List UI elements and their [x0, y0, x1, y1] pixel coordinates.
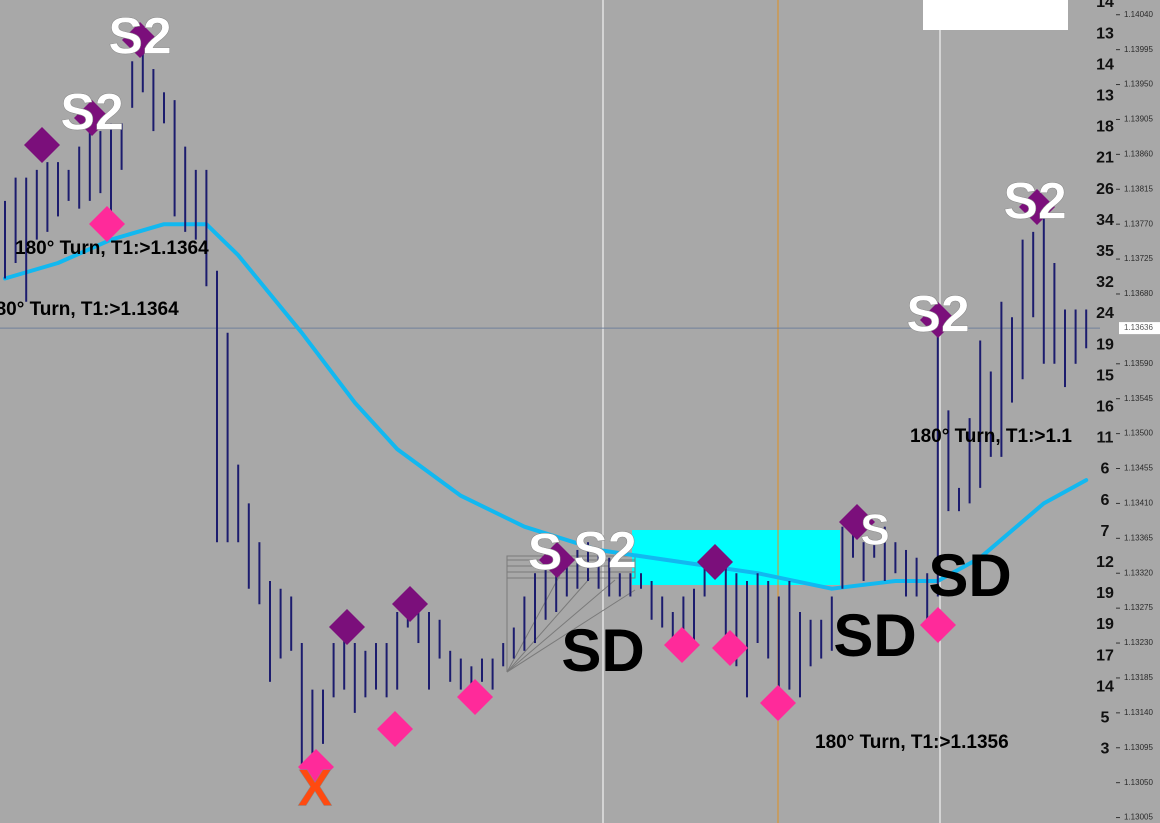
side-count: 21 — [1096, 150, 1114, 167]
signal-label: S2 — [108, 8, 172, 66]
signal-note: 180° Turn, T1:>1.1356 — [815, 732, 1009, 753]
signal-label: SD — [928, 542, 1011, 609]
side-count: 12 — [1096, 554, 1114, 571]
y-tick-label: 1.13860 — [1124, 149, 1153, 158]
signal-label: S2 — [906, 286, 970, 344]
side-count: 34 — [1096, 212, 1114, 229]
side-count: 6 — [1101, 492, 1110, 509]
y-tick-label: 1.14040 — [1124, 10, 1153, 19]
side-count: 7 — [1101, 523, 1110, 540]
side-count: 13 — [1096, 88, 1114, 105]
signal-note: 180° Turn, T1:>1.1364 — [15, 238, 209, 259]
signal-label: S — [860, 506, 889, 555]
signal-label: S2 — [1003, 173, 1067, 231]
y-tick-label: 1.13320 — [1124, 568, 1153, 577]
y-tick-label: 1.13005 — [1124, 813, 1153, 822]
fan-lines — [506, 555, 636, 673]
y-tick-label: 1.13725 — [1124, 254, 1153, 263]
white-box — [923, 0, 1068, 30]
y-tick-label: 1.13950 — [1124, 80, 1153, 89]
signal-label: S2 — [573, 522, 637, 580]
y-tick-label: 1.13275 — [1124, 603, 1153, 612]
side-count: 11 — [1097, 430, 1114, 447]
signal-label: X — [298, 760, 333, 818]
y-tick-label: 1.13905 — [1124, 115, 1153, 124]
current-price-label: 1.13636 — [1124, 323, 1153, 332]
side-count: 5 — [1101, 710, 1110, 727]
side-count: 14 — [1096, 0, 1114, 11]
side-count: 24 — [1096, 305, 1114, 322]
side-count: 26 — [1096, 181, 1114, 198]
signal-diamonds — [24, 22, 1055, 785]
side-count: 32 — [1096, 274, 1114, 291]
y-tick-label: 1.13500 — [1124, 429, 1153, 438]
signal-note: 180° Turn, T1:>1.1364 — [0, 299, 179, 320]
side-count: 14 — [1096, 678, 1114, 695]
y-tick-label: 1.13680 — [1124, 289, 1153, 298]
signal-note: 180° Turn, T1:>1.1 — [910, 426, 1072, 447]
y-tick-label: 1.13545 — [1124, 394, 1153, 403]
y-tick-label: 1.13050 — [1124, 778, 1153, 787]
side-count: 18 — [1096, 119, 1114, 136]
side-count: 3 — [1101, 741, 1110, 758]
y-tick-label: 1.13995 — [1124, 45, 1153, 54]
side-count: 15 — [1096, 367, 1114, 384]
y-tick-label: 1.13815 — [1124, 184, 1153, 193]
side-count: 13 — [1096, 25, 1114, 42]
moving-average — [3, 222, 1089, 591]
y-tick-label: 1.13410 — [1124, 499, 1153, 508]
y-tick-label: 1.13095 — [1124, 743, 1153, 752]
y-tick-label: 1.13140 — [1124, 708, 1153, 717]
side-count: 17 — [1096, 647, 1114, 664]
y-tick-label: 1.13455 — [1124, 464, 1153, 473]
side-count: 6 — [1101, 461, 1110, 478]
y-tick-label: 1.13230 — [1124, 638, 1153, 647]
signal-label: S — [528, 524, 563, 582]
side-count: 19 — [1096, 336, 1114, 353]
signal-label: SD — [561, 617, 644, 684]
signal-label: S2 — [60, 84, 124, 142]
y-tick-label: 1.13770 — [1124, 219, 1153, 228]
current-price-box — [1119, 322, 1160, 335]
side-count: 35 — [1096, 243, 1114, 260]
y-tick-label: 1.13365 — [1124, 533, 1153, 542]
signal-label: SD — [833, 602, 916, 669]
y-tick-label: 1.13590 — [1124, 359, 1153, 368]
side-count: 14 — [1096, 56, 1114, 73]
side-count: 19 — [1096, 585, 1114, 602]
side-count: 16 — [1096, 399, 1114, 416]
side-count: 19 — [1096, 616, 1114, 633]
y-tick-label: 1.13185 — [1124, 673, 1153, 682]
